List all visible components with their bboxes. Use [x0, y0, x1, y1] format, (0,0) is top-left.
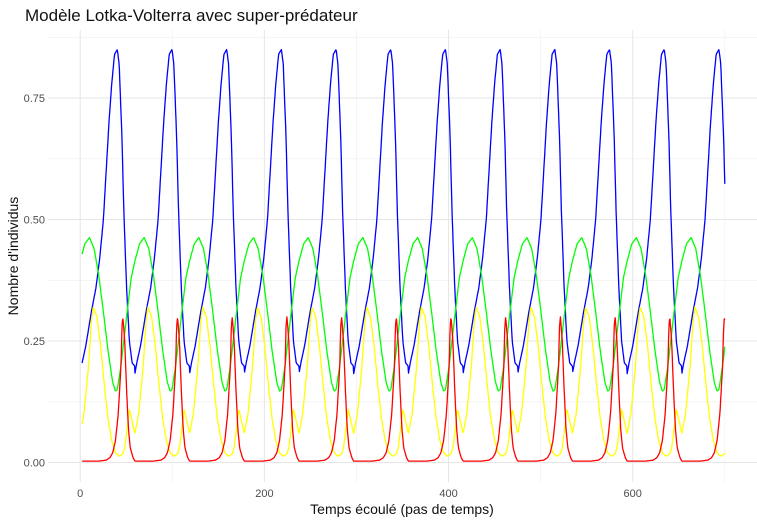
series-line-1	[81, 48, 726, 375]
y-tick-label: 0.00	[24, 458, 45, 470]
x-tick-label: 0	[77, 488, 83, 500]
x-axis-label: Temps écoulé (pas de temps)	[310, 501, 494, 517]
y-axis-label: Nombre d'individus	[5, 197, 21, 316]
chart-title: Modèle Lotka-Volterra avec super-prédate…	[25, 6, 358, 25]
x-tick-label: 200	[255, 488, 273, 500]
x-tick-label: 400	[439, 488, 457, 500]
series-line-2	[81, 236, 726, 392]
x-tick-label: 600	[624, 488, 642, 500]
y-tick-label: 0.75	[24, 93, 45, 105]
series-line-4	[81, 316, 726, 462]
series-group	[81, 48, 726, 462]
y-tick-label: 0.50	[24, 215, 45, 227]
y-tick-label: 0.25	[24, 336, 45, 348]
series-line-3	[81, 306, 726, 457]
tick-labels: 0 200 400 600 0.00 0.25 0.50 0.75	[24, 93, 642, 500]
